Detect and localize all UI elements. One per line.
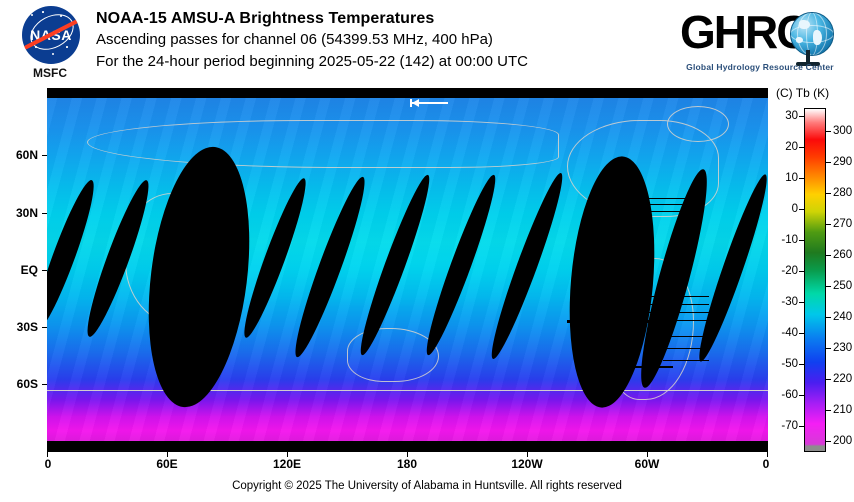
colorbar-celsius-label: -30 — [781, 296, 798, 308]
title-subline-period: For the 24-hour period beginning 2025-05… — [96, 53, 528, 70]
y-tick-label: 60N — [15, 148, 38, 162]
y-tick-label: 60S — [16, 377, 38, 391]
copyright-footer: Copyright © 2025 The University of Alaba… — [232, 480, 622, 492]
x-tick-label: 0 — [44, 457, 52, 471]
colorbar-kelvin-label: 270 — [833, 218, 853, 230]
colorbar-header: (C) Tb (K) — [776, 86, 830, 100]
colorbar-celsius-label: 10 — [785, 172, 798, 184]
nasa-msfc-logo: NASA MSFC — [14, 6, 86, 84]
title-block: NOAA-15 AMSU-A Brightness Temperatures A… — [96, 8, 676, 73]
scanline-artifact — [647, 312, 709, 313]
scanline-artifact — [655, 336, 709, 337]
scanline-artifact — [587, 366, 673, 368]
x-tick-label: 120W — [511, 457, 543, 471]
colorbar-kelvin-label: 200 — [833, 435, 853, 447]
coastline-eurasia — [87, 120, 559, 168]
x-tick-label: 120E — [272, 457, 302, 471]
x-tick-label: 60W — [634, 457, 660, 471]
scanline-artifact — [643, 304, 709, 305]
scanline-artifact — [651, 320, 709, 321]
globe-icon — [790, 12, 834, 56]
x-tick-label: 180 — [396, 457, 418, 471]
title-subline-channel: Ascending passes for channel 06 (54399.5… — [96, 31, 493, 48]
colorbar-celsius-label: -10 — [781, 234, 798, 246]
globe-stand — [806, 50, 810, 64]
colorbar-gradient — [804, 108, 826, 452]
colorbar-kelvin-label: 220 — [833, 373, 853, 385]
colorbar-kelvin-label: 210 — [833, 404, 853, 416]
colorbar-kelvin-label: 250 — [833, 280, 853, 292]
scanline-artifact — [647, 204, 689, 205]
colorbar-celsius-label: 0 — [791, 203, 798, 215]
scanline-artifact — [663, 360, 709, 361]
colorbar-kelvin-label: 290 — [833, 156, 853, 168]
msfc-label: MSFC — [33, 66, 67, 80]
coastline-greenland — [667, 106, 729, 142]
y-tick-label: EQ — [20, 263, 38, 277]
colorbar-celsius-label: -60 — [781, 389, 798, 401]
x-tick-label: 60E — [156, 457, 178, 471]
colorbar-celsius-label: 30 — [785, 110, 798, 122]
scanline-artifact — [567, 320, 659, 323]
scanline-artifact — [643, 198, 691, 199]
colorbar-celsius-label: -20 — [781, 265, 798, 277]
page-title: NOAA-15 AMSU-A Brightness Temperatures — [96, 10, 435, 27]
colorbar-kelvin-label: 280 — [833, 187, 853, 199]
ascending-node-arrow-icon — [410, 99, 450, 107]
colorbar-celsius-label: 20 — [785, 141, 798, 153]
ghrc-logo: GHRC Global Hydrology Resource Center — [680, 6, 840, 78]
colorbar-kelvin-label: 300 — [833, 125, 853, 137]
latitude-axis: 60N 30N EQ 30S 60S — [0, 88, 47, 452]
coastline-antarctica — [47, 390, 768, 417]
nasa-meatball-icon: NASA — [22, 6, 80, 64]
coastline-australia — [347, 328, 439, 382]
scanline-artifact — [639, 296, 709, 297]
page-header: NASA MSFC NOAA-15 AMSU-A Brightness Temp… — [0, 0, 854, 88]
ghrc-subtitle: Global Hydrology Resource Center — [686, 62, 834, 72]
map-plot-frame — [47, 88, 768, 452]
colorbar-celsius-label: -50 — [781, 358, 798, 370]
y-tick-label: 30N — [15, 206, 38, 220]
brightness-temperature-map — [47, 98, 768, 441]
colorbar-kelvin-label: 260 — [833, 249, 853, 261]
colorbar-celsius-label: -40 — [781, 327, 798, 339]
ghrc-acronym: GHRC — [680, 6, 809, 58]
y-tick-label: 30S — [16, 320, 38, 334]
colorbar-kelvin-label: 230 — [833, 342, 853, 354]
x-tick-label: 0 — [762, 457, 770, 471]
colorbar: (C) Tb (K) 30 20 10 0 -10 -20 -30 -40 -5… — [776, 86, 854, 456]
scanline-artifact — [651, 211, 687, 212]
longitude-axis: 0 60E 120E 180 120W 60W 0 — [44, 452, 770, 474]
globe-base — [796, 62, 820, 66]
scanline-artifact — [659, 348, 709, 349]
colorbar-celsius-label: -70 — [781, 420, 798, 432]
colorbar-kelvin-label: 240 — [833, 311, 853, 323]
